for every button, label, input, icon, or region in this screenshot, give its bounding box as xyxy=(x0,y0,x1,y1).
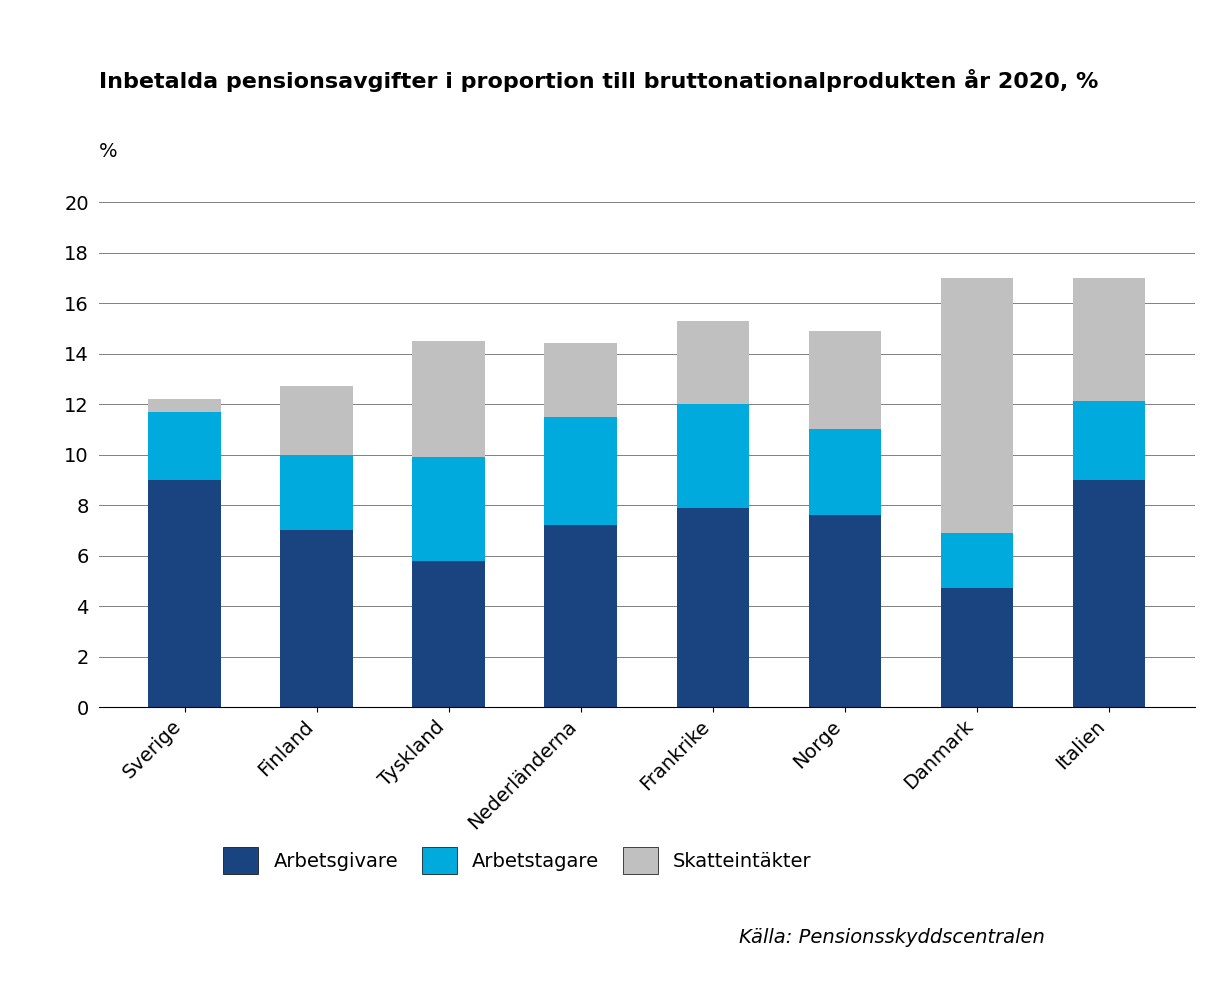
Text: Inbetalda pensionsavgifter i proportion till bruttonationalprodukten år 2020, %: Inbetalda pensionsavgifter i proportion … xyxy=(99,69,1098,91)
Bar xyxy=(808,429,881,516)
Bar xyxy=(281,386,354,455)
Bar xyxy=(808,516,881,707)
Bar xyxy=(413,457,485,561)
Bar xyxy=(676,404,749,508)
Bar xyxy=(676,508,749,707)
Bar xyxy=(148,480,221,707)
Bar xyxy=(545,525,617,707)
Bar xyxy=(545,416,617,525)
Bar xyxy=(676,321,749,404)
Bar xyxy=(940,278,1013,533)
Bar xyxy=(148,411,221,480)
Bar xyxy=(413,341,485,457)
Bar xyxy=(281,530,354,707)
Bar xyxy=(940,588,1013,707)
Bar xyxy=(148,399,221,411)
Legend: Arbetsgivare, Arbetstagare, Skatteintäkter: Arbetsgivare, Arbetstagare, Skatteintäkt… xyxy=(223,846,812,874)
Bar xyxy=(1073,278,1146,402)
Bar xyxy=(545,344,617,416)
Text: %: % xyxy=(99,142,117,161)
Bar xyxy=(1073,480,1146,707)
Bar xyxy=(940,533,1013,588)
Bar xyxy=(1073,402,1146,480)
Bar xyxy=(808,331,881,429)
Text: Källa: Pensionsskyddscentralen: Källa: Pensionsskyddscentralen xyxy=(739,928,1045,947)
Bar xyxy=(413,561,485,707)
Bar xyxy=(281,455,354,530)
